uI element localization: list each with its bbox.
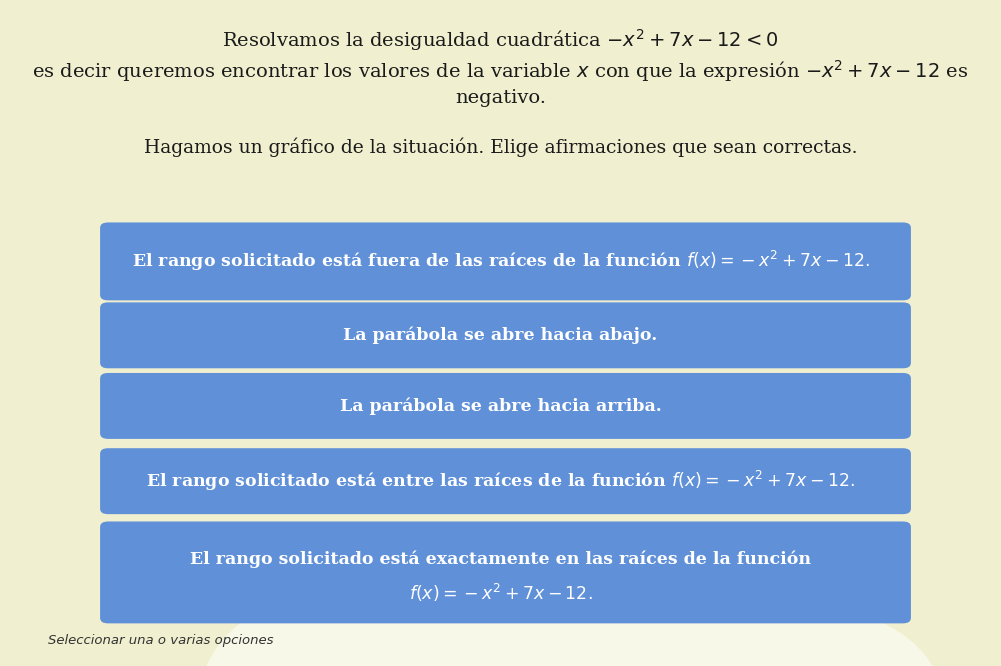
Text: El rango solicitado está exactamente en las raíces de la función: El rango solicitado está exactamente en …	[190, 551, 811, 568]
FancyBboxPatch shape	[100, 373, 911, 439]
Circle shape	[460, 573, 781, 666]
FancyBboxPatch shape	[100, 448, 911, 514]
Text: La parábola se abre hacia arriba.: La parábola se abre hacia arriba.	[339, 397, 662, 415]
FancyBboxPatch shape	[100, 521, 911, 623]
Circle shape	[200, 579, 561, 666]
Text: La parábola se abre hacia abajo.: La parábola se abre hacia abajo.	[343, 326, 658, 344]
FancyBboxPatch shape	[100, 222, 911, 300]
Text: Resolvamos la desigualdad cuadrática $-x^2 + 7x - 12 < 0$: Resolvamos la desigualdad cuadrática $-x…	[222, 27, 779, 53]
FancyBboxPatch shape	[100, 302, 911, 368]
Text: Hagamos un gráfico de la situación. Elige afirmaciones que sean correctas.: Hagamos un gráfico de la situación. Elig…	[144, 138, 857, 157]
Text: El rango solicitado está fuera de las raíces de la función $f(x) = -x^2 + 7x - 1: El rango solicitado está fuera de las ra…	[131, 249, 870, 274]
Text: es decir queremos encontrar los valores de la variable $x$ con que la expresión : es decir queremos encontrar los valores …	[32, 58, 969, 84]
Text: $f(x) = -x^2 + 7x - 12.$: $f(x) = -x^2 + 7x - 12.$	[408, 581, 593, 603]
Text: El rango solicitado está entre las raíces de la función $f(x) = -x^2 + 7x - 12.$: El rango solicitado está entre las raíce…	[146, 469, 855, 494]
Circle shape	[661, 606, 941, 666]
Text: Seleccionar una o varias opciones: Seleccionar una o varias opciones	[48, 634, 273, 647]
Text: negativo.: negativo.	[455, 89, 546, 107]
